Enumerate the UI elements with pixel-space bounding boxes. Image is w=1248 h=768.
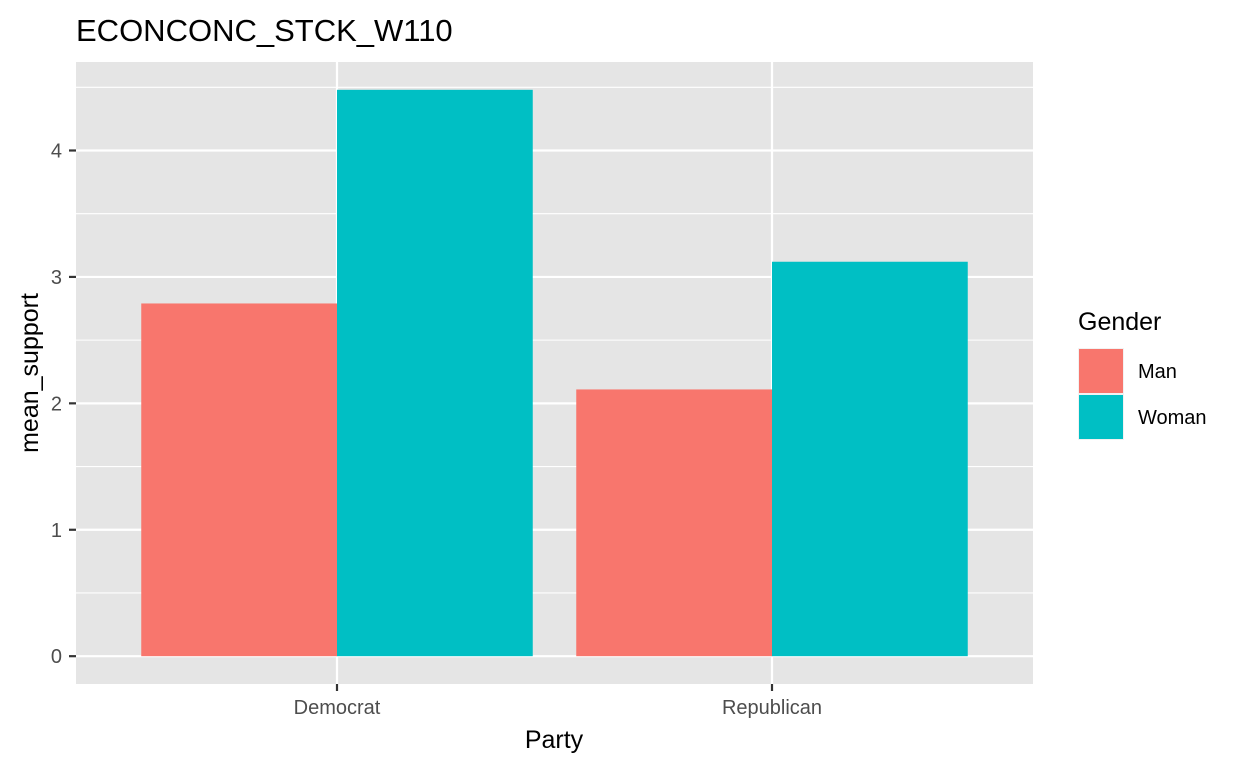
bar-man-democrat <box>141 303 337 657</box>
x-axis-title: Party <box>525 726 584 754</box>
y-tick-label: 4 <box>51 140 62 162</box>
x-tick-label: Republican <box>722 697 822 719</box>
y-tick-label: 1 <box>51 520 62 542</box>
bar-man-republican <box>576 389 772 657</box>
x-tick-label: Democrat <box>294 697 381 719</box>
y-tick-label: 2 <box>51 393 62 415</box>
bar-woman-republican <box>772 261 968 657</box>
bar-woman-democrat <box>337 89 533 657</box>
x-axis: Democrat Republican <box>294 684 822 719</box>
legend-title: Gender <box>1078 308 1161 336</box>
y-axis: 0 1 2 3 4 <box>51 140 76 668</box>
legend-key-man <box>1079 349 1123 393</box>
legend-label-woman: Woman <box>1138 407 1207 429</box>
y-tick-label: 0 <box>51 646 62 668</box>
legend-label-man: Man <box>1138 361 1177 383</box>
legend: Gender Man Woman <box>1078 308 1207 440</box>
bars <box>141 89 968 657</box>
chart-title: ECONCONC_STCK_W110 <box>76 13 453 48</box>
y-axis-title: mean_support <box>16 293 44 453</box>
y-tick-label: 3 <box>51 267 62 289</box>
legend-key-woman <box>1079 395 1123 439</box>
